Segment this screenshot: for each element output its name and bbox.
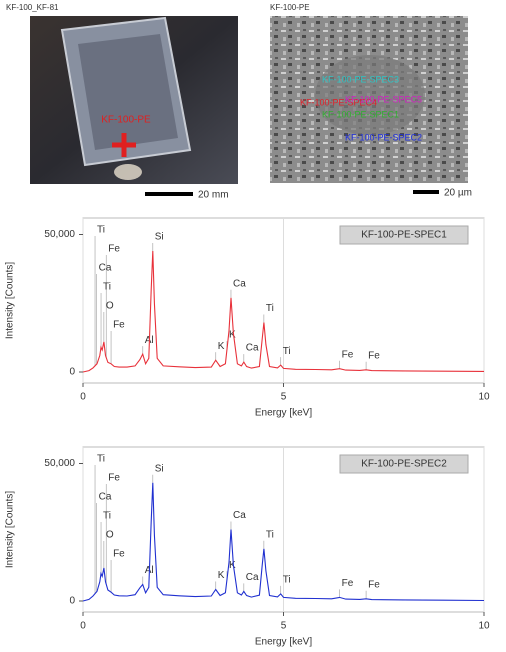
light <box>114 164 142 180</box>
peak-label: Fe <box>342 578 354 589</box>
page: KF-100_KF-81 KF-100-PE 20 mm KF-100-PE 2… <box>0 0 506 652</box>
x-axis-label: Energy [keV] <box>255 408 312 419</box>
peak-label: Ti <box>283 346 291 357</box>
peak-label: Ti <box>266 529 274 540</box>
x-tick-label: 0 <box>80 621 86 632</box>
peak-label: Ti <box>103 511 111 522</box>
image-title: KF-100_KF-81 <box>6 3 59 12</box>
spot-label: KF-100-PE-SPEC3 <box>322 74 399 84</box>
peak-label: K <box>229 330 236 341</box>
peak-label: Si <box>155 232 164 243</box>
spot-label: KF-100-PE-SPEC5 <box>345 94 422 104</box>
scale-bar <box>145 192 193 196</box>
peak-label: Fe <box>342 349 354 360</box>
peak-label: O <box>106 530 114 541</box>
scale-bar <box>413 190 439 194</box>
x-tick-label: 0 <box>80 392 86 403</box>
peak-label: Ti <box>97 225 105 236</box>
peak-label: K <box>229 560 236 571</box>
legend-label: KF-100-PE-SPEC1 <box>361 230 447 241</box>
peak-label: Ca <box>246 343 259 354</box>
peak-label: Ca <box>99 492 112 503</box>
scale-label: 20 µm <box>444 188 472 199</box>
peak-label: K <box>218 570 225 581</box>
peak-label: Si <box>155 463 164 474</box>
peak-label: Fe <box>113 320 125 331</box>
y-tick-label: 50,000 <box>44 229 75 240</box>
sample-window <box>78 34 178 150</box>
peak-label: Fe <box>113 549 125 560</box>
x-tick-label: 5 <box>281 392 287 403</box>
peak-label: Ti <box>266 303 274 314</box>
y-tick-label: 50,000 <box>44 458 75 469</box>
peak-label: Fe <box>368 350 380 361</box>
peak-label: Ca <box>233 510 246 521</box>
peak-label: Ca <box>99 263 112 274</box>
figure: KF-100_KF-81 KF-100-PE 20 mm KF-100-PE 2… <box>0 0 506 652</box>
peak-label: Ti <box>103 282 111 293</box>
peak-label: K <box>218 341 225 352</box>
legend-label: KF-100-PE-SPEC2 <box>361 459 447 470</box>
peak-label: Ti <box>283 574 291 585</box>
y-axis-label: Intensity [Counts] <box>5 491 16 568</box>
x-axis-label: Energy [keV] <box>255 637 312 648</box>
y-axis-label: Intensity [Counts] <box>5 262 16 339</box>
x-tick-label: 5 <box>281 621 287 632</box>
y-tick-label: 0 <box>69 596 75 607</box>
peak-label: Ca <box>246 572 259 583</box>
peak-label: Fe <box>108 473 120 484</box>
peak-label: Ca <box>233 278 246 289</box>
peak-label: O <box>106 301 114 312</box>
x-tick-label: 10 <box>478 392 490 403</box>
y-tick-label: 0 <box>69 367 75 378</box>
image-title: KF-100-PE <box>270 3 310 12</box>
peak-label: Fe <box>368 579 380 590</box>
peak-label: Fe <box>108 244 120 255</box>
peak-label: Ti <box>97 454 105 465</box>
image-annotation: KF-100-PE <box>101 115 151 126</box>
x-tick-label: 10 <box>478 621 490 632</box>
spot-label: KF-100-PE-SPEC2 <box>345 132 422 142</box>
charts: 0 5 10 0 50,000 Energy [keV] Intensity [Counts… <box>5 218 490 648</box>
spot-label: KF-100-PE-SPEC1 <box>322 109 399 119</box>
scale-label: 20 mm <box>198 190 229 201</box>
